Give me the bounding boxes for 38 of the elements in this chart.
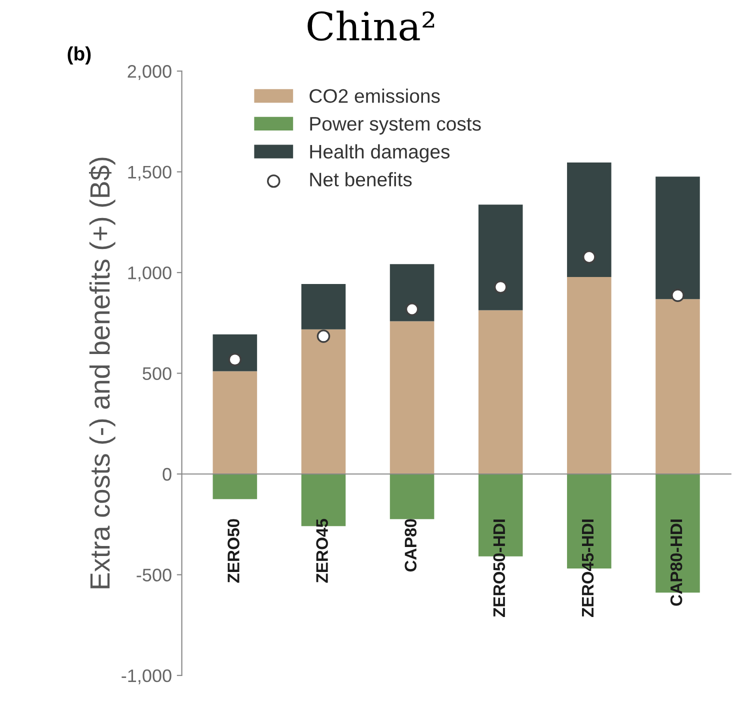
bar [390,474,434,520]
x-tick-label: CAP80-HDI [670,520,682,606]
bar [656,176,700,300]
bar [301,329,346,474]
legend-label: CO2 emissions [310,88,440,103]
x-tick-label: CAP80 [404,519,417,572]
legend-label: Health damages [310,144,450,162]
bar [212,334,258,372]
text: (b) [68,46,91,64]
x-tick-label: ZERO45 [316,518,328,583]
y-tick-label: 1,500 [128,166,172,181]
bar [567,162,612,277]
y-tick-label: 1,000 [128,266,172,282]
point [671,288,684,302]
bar [390,321,434,474]
legend-label: Power system costs [310,117,481,135]
x-tick-label: ZERO45-HDI [582,520,594,618]
bar [212,474,258,500]
bar [478,310,523,474]
y-tick-label: 0 [162,468,172,481]
point [582,250,596,264]
y-tick-label: 500 [142,367,172,380]
y-axis-title: Extra costs (-) and benefits (+) (B$) [88,158,116,588]
y-tick-label: 2,000 [128,65,172,80]
bar [656,299,700,474]
legend-label: Net benefits [310,172,412,186]
y-tick-label: -500 [136,568,172,582]
bar [567,276,612,474]
y-tick-label: -1,000 [122,669,172,684]
point [405,302,419,316]
bar [390,264,434,322]
point [494,280,508,294]
point [316,330,330,343]
x-tick-label: ZERO50 [228,519,240,583]
x-tick-label: ZERO50-HDI [493,520,506,618]
bar [212,371,258,474]
chart-title: China² [308,10,434,41]
bar [478,204,523,310]
